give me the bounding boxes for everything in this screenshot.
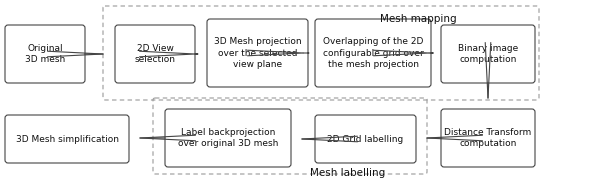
- FancyBboxPatch shape: [441, 109, 535, 167]
- Text: 2D Grid labelling: 2D Grid labelling: [328, 134, 404, 143]
- FancyBboxPatch shape: [315, 19, 431, 87]
- FancyBboxPatch shape: [315, 115, 416, 163]
- FancyBboxPatch shape: [441, 25, 535, 83]
- Text: 2D View
selection: 2D View selection: [134, 44, 176, 64]
- Text: Mesh mapping: Mesh mapping: [380, 14, 457, 24]
- Text: 3D Mesh projection
over the selected
view plane: 3D Mesh projection over the selected vie…: [214, 37, 301, 69]
- FancyBboxPatch shape: [207, 19, 308, 87]
- Text: Overlapping of the 2D
configurable grid over
the mesh projection: Overlapping of the 2D configurable grid …: [323, 37, 424, 69]
- Text: Original
3D mesh: Original 3D mesh: [25, 44, 65, 64]
- FancyBboxPatch shape: [115, 25, 195, 83]
- Text: 3D Mesh simplification: 3D Mesh simplification: [16, 134, 119, 143]
- FancyBboxPatch shape: [5, 115, 129, 163]
- FancyBboxPatch shape: [5, 25, 85, 83]
- Text: Label backprojection
over original 3D mesh: Label backprojection over original 3D me…: [178, 128, 278, 148]
- Text: Distance Transform
computation: Distance Transform computation: [445, 128, 532, 148]
- Text: Mesh labelling: Mesh labelling: [310, 168, 385, 178]
- Text: Binary image
computation: Binary image computation: [458, 44, 518, 64]
- FancyBboxPatch shape: [165, 109, 291, 167]
